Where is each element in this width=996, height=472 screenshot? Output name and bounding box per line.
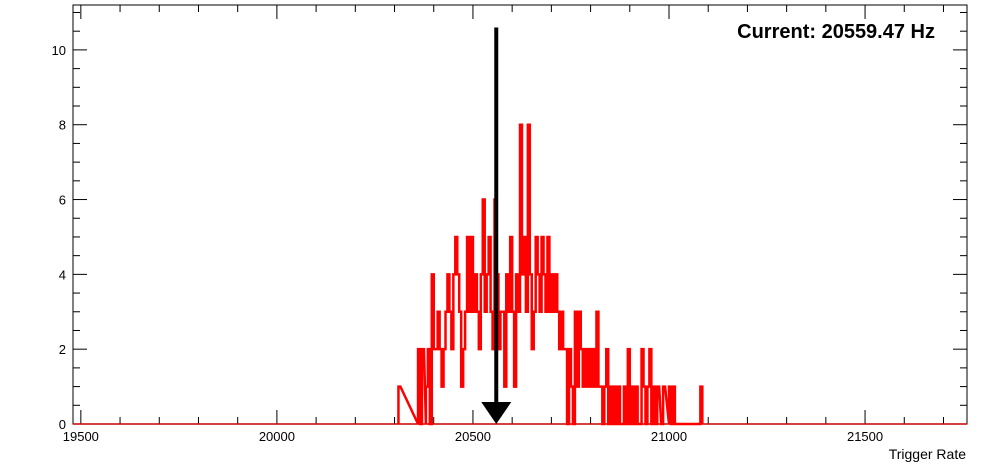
x-tick-label: 19500 — [63, 429, 99, 444]
current-rate-arrow — [481, 27, 512, 424]
current-rate-annotation: Current: 20559.47 Hz — [737, 21, 935, 43]
y-tick-label: 8 — [59, 118, 66, 133]
x-tick-label: 21000 — [651, 429, 687, 444]
x-tick-label: 21500 — [847, 429, 883, 444]
x-axis-title: Trigger Rate — [889, 446, 967, 462]
y-tick-label: 6 — [59, 193, 66, 208]
arrow-head — [481, 402, 512, 424]
x-tick-label: 20000 — [259, 429, 295, 444]
y-tick-label: 4 — [59, 267, 66, 282]
y-tick-label: 0 — [59, 417, 66, 432]
y-tick-label: 10 — [52, 43, 66, 58]
x-axis: 19500 20000 20500 21000 21500 — [63, 5, 944, 444]
histogram-series — [397, 123, 704, 426]
y-tick-label: 2 — [59, 342, 66, 357]
x-tick-label: 20500 — [455, 429, 491, 444]
